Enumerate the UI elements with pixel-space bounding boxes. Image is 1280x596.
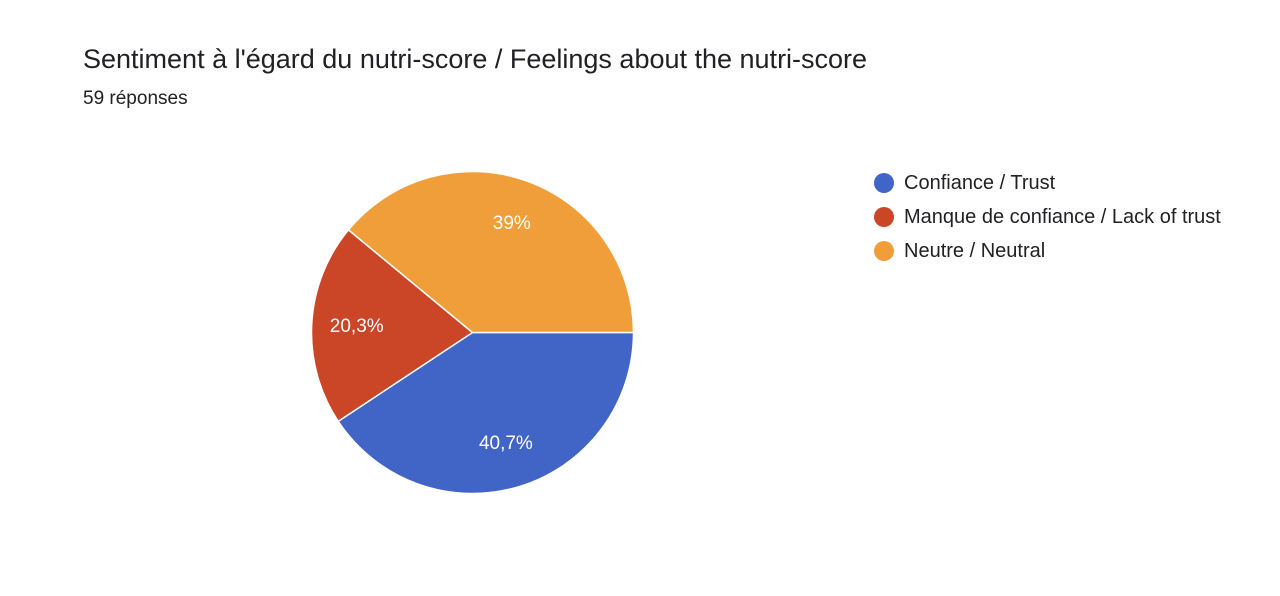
legend-label-neutral: Neutre / Neutral — [904, 239, 1046, 262]
legend-swatch-neutral — [874, 241, 894, 261]
legend-label-trust: Confiance / Trust — [904, 171, 1056, 194]
pie-slice-neutral[interactable] — [347, 170, 635, 334]
legend-swatch-trust — [874, 173, 894, 193]
pie-chart: 40,7% 20,3% 39% — [310, 170, 635, 495]
chart-title: Sentiment à l'égard du nutri-score / Fee… — [83, 44, 868, 74]
chart-legend: Confiance / Trust Manque de confiance / … — [874, 166, 1221, 268]
legend-swatch-lack-of-trust — [874, 207, 894, 227]
slice-label-trust: 40,7% — [479, 433, 533, 454]
legend-label-lack-of-trust: Manque de confiance / Lack of trust — [904, 205, 1221, 228]
slice-label-neutral: 39% — [493, 213, 531, 234]
legend-item-lack-of-trust[interactable]: Manque de confiance / Lack of trust — [874, 200, 1221, 234]
response-count: 59 réponses — [83, 88, 188, 109]
slice-label-lack-of-trust: 20,3% — [330, 316, 384, 337]
legend-item-trust[interactable]: Confiance / Trust — [874, 166, 1221, 200]
legend-item-neutral[interactable]: Neutre / Neutral — [874, 234, 1221, 268]
pie-slice-lack-of-trust[interactable] — [310, 228, 474, 423]
